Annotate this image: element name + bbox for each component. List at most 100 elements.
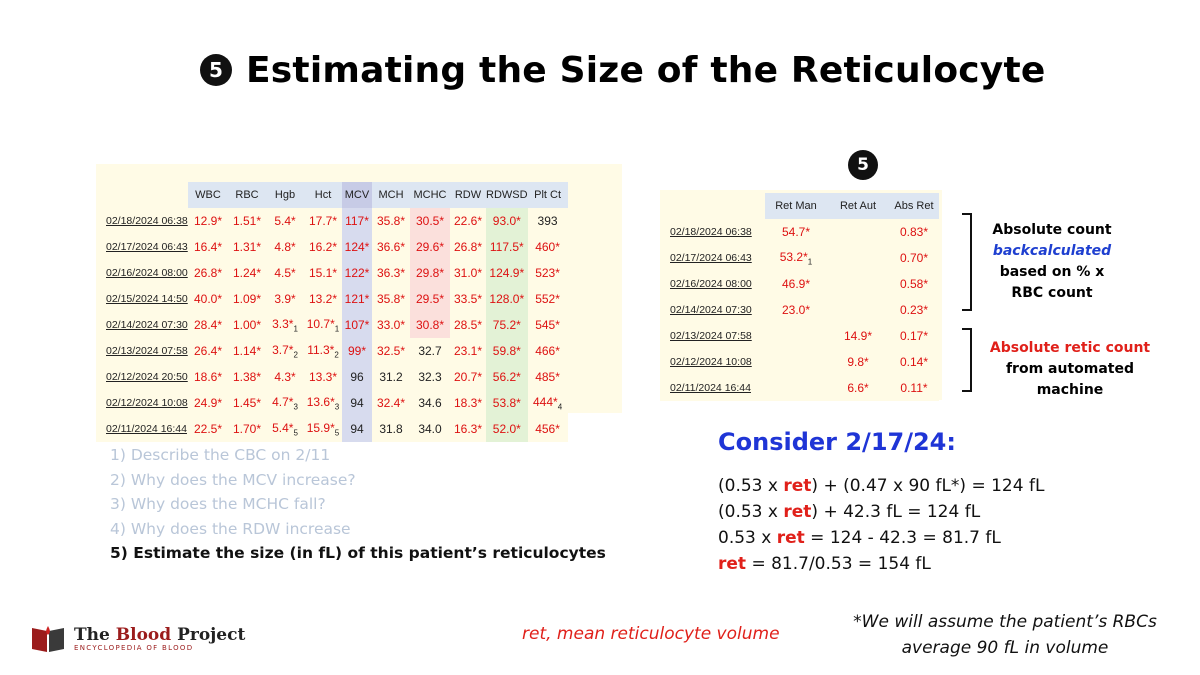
cell-footnote: 1 [807, 257, 813, 267]
cell-value: 16.2* [308, 240, 338, 254]
cell-value: 3.7* [272, 342, 294, 357]
cell-value: 40.0* [193, 292, 223, 306]
cell-footnote: 5 [334, 428, 340, 438]
cell-value: 18.3* [453, 396, 483, 410]
cell-value: 32.7 [418, 344, 442, 358]
cell-value: 0.14* [899, 355, 929, 369]
retic-row: 02/14/2024 07:30 23.0* 0.23* [660, 297, 939, 323]
cell-value: 1.00* [232, 318, 262, 332]
cell-value: 18.6* [193, 370, 223, 384]
cbc-cell-rdw: 28.5* [450, 312, 486, 338]
cbc-cell-mch: 36.3* [372, 260, 410, 286]
row-date: 02/17/2024 06:43 [660, 245, 765, 271]
cell-value: 52.0* [492, 422, 521, 436]
book-icon [32, 626, 64, 652]
cell-value: 22.6* [453, 214, 483, 228]
question-item: 4) Why does the RDW increase [110, 519, 351, 538]
cbc-cell-wbc: 26.4* [188, 338, 228, 364]
cell-value: 1.24* [232, 266, 262, 280]
cbc-cell-rdw: 20.7* [450, 364, 486, 390]
cbc-cell-mch: 36.6* [372, 234, 410, 260]
cbc-cell-rdw: 23.1* [450, 338, 486, 364]
cbc-row: 02/15/2024 14:50 40.0* 1.09* 3.9* 13.2* 121* 3… [96, 286, 568, 312]
cbc-cell-rdwsd: 93.0* [486, 208, 528, 234]
cell-value: 23.0* [781, 303, 811, 317]
cbc-cell-hgb: 4.3* [266, 364, 304, 390]
cell-value: 29.8* [415, 266, 445, 280]
cbc-cell-wbc: 16.4* [188, 234, 228, 260]
cell-value: 4.7* [272, 394, 294, 409]
cell-value: 22.5* [193, 422, 223, 436]
cell-value: 1.45* [232, 396, 262, 410]
assumption-note: *We will assume the patient’s RBCs avera… [853, 612, 1157, 658]
cbc-row: 02/11/2024 16:44 22.5* 1.70* 5.4*5 15.9*5 94 3… [96, 416, 568, 442]
ret-definition: ret, mean reticulocyte volume [522, 624, 780, 644]
retic-cell-ret-aut: 9.8* [827, 349, 889, 375]
cbc-cell-rbc: 1.31* [228, 234, 266, 260]
cell-value: 96 [350, 370, 364, 384]
cbc-cell-hgb: 4.7*3 [266, 390, 304, 416]
cbc-cell-hgb: 4.8* [266, 234, 304, 260]
cell-value: 34.6 [418, 396, 442, 410]
cbc-cell-mchc: 29.6* [410, 234, 450, 260]
retic-cell-ret-man: 23.0* [765, 297, 827, 323]
cbc-cell-rdwsd: 52.0* [486, 416, 528, 442]
cbc-cell-rdwsd: 124.9* [486, 260, 528, 286]
cell-footnote: 3 [293, 402, 298, 412]
cbc-cell-rdw: 33.5* [450, 286, 486, 312]
cell-value: 36.3* [376, 266, 406, 280]
cbc-row: 02/16/2024 08:00 26.8* 1.24* 4.5* 15.1* 122* 3… [96, 260, 568, 286]
retic-cell-ret-man: 54.7* [765, 219, 827, 245]
cbc-cell-plt-ct: 393 [527, 208, 568, 234]
cell-value: 15.1* [308, 266, 338, 280]
cell-value: 485* [535, 370, 560, 384]
cell-value: 26.8* [453, 240, 483, 254]
row-date: 02/11/2024 16:44 [96, 416, 188, 442]
retic-cell-abs-ret: 0.70* [889, 245, 939, 271]
cbc-cell-plt-ct: 485* [527, 364, 568, 390]
row-date: 02/11/2024 16:44 [660, 375, 765, 401]
cell-value: 36.6* [376, 240, 406, 254]
cell-value: 33.5* [453, 292, 483, 306]
equation-line: 0.53 x ret = 124 - 42.3 = 81.7 fL [718, 528, 1001, 548]
cbc-cell-plt-ct: 444*4 [527, 390, 568, 416]
note-retic-count: Absolute retic count from automated mach… [985, 338, 1155, 401]
cbc-cell-rbc: 1.51* [228, 208, 266, 234]
cbc-cell-plt-ct: 552* [527, 286, 568, 312]
cbc-cell-rdwsd: 56.2* [486, 364, 528, 390]
cell-value: 122* [344, 266, 370, 280]
brand-name: The Blood Project [74, 625, 246, 645]
cell-value: 31.2 [379, 370, 403, 384]
retic-cell-abs-ret: 0.23* [889, 297, 939, 323]
note-line: RBC count [1011, 285, 1093, 301]
retic-row: 02/18/2024 06:38 54.7* 0.83* [660, 219, 939, 245]
note-line: machine [1036, 382, 1104, 398]
cell-footnote: 1 [334, 324, 340, 334]
retic-cell-ret-man [765, 323, 827, 349]
retic-row: 02/16/2024 08:00 46.9* 0.58* [660, 271, 939, 297]
cell-value: 16.4* [193, 240, 223, 254]
title-text: Estimating the Size of the Reticulocyte [246, 49, 1046, 91]
cbc-cell-hgb: 3.9* [266, 286, 304, 312]
cbc-cell-mch: 32.5* [372, 338, 410, 364]
cbc-cell-mch: 31.2 [372, 364, 410, 390]
cbc-cell-rdwsd: 128.0* [486, 286, 528, 312]
cbc-row: 02/17/2024 06:43 16.4* 1.31* 4.8* 16.2* 124* 3… [96, 234, 568, 260]
cbc-cell-mcv: 99* [342, 338, 372, 364]
cbc-cell-rdw: 22.6* [450, 208, 486, 234]
retic-cell-abs-ret: 0.17* [889, 323, 939, 349]
cell-value: 124.9* [489, 266, 525, 280]
cbc-cell-mchc: 32.3 [410, 364, 450, 390]
cell-value: 15.9* [306, 420, 335, 435]
cell-value: 28.5* [453, 318, 483, 332]
cell-value: 117* [345, 214, 369, 228]
cbc-row: 02/14/2024 07:30 28.4* 1.00* 3.3*1 10.7*1 107… [96, 312, 568, 338]
cbc-cell-hct: 13.3* [304, 364, 342, 390]
retic-number-badge: 5 [848, 150, 878, 180]
cbc-cell-rdwsd: 117.5* [486, 234, 528, 260]
cell-value: 17.7* [308, 214, 338, 228]
cell-footnote: 2 [334, 350, 339, 360]
question-item: 3) Why does the MCHC fall? [110, 495, 326, 513]
retic-header-blank [660, 193, 765, 219]
cbc-cell-hct: 13.2* [304, 286, 342, 312]
